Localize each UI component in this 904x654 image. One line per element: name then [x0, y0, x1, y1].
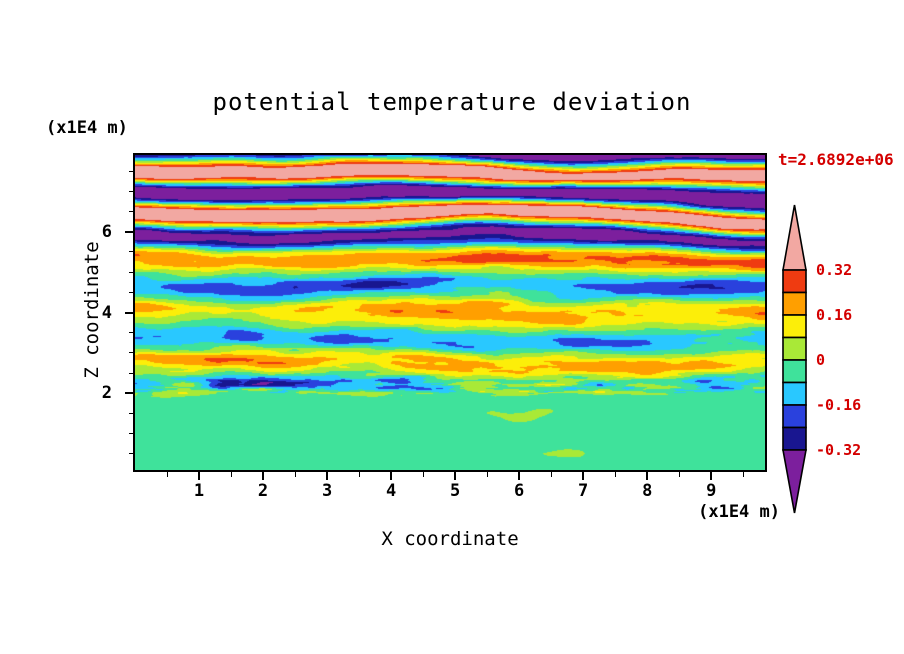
- x-major-tick: [646, 472, 649, 480]
- x-major-tick: [198, 472, 201, 480]
- x-major-tick: [390, 472, 393, 480]
- z-minor-tick: [129, 170, 133, 172]
- x-tick-label: 6: [514, 481, 525, 501]
- colorbar-segment: [782, 291, 807, 316]
- x-major-tick: [710, 472, 713, 480]
- z-minor-tick: [129, 251, 133, 253]
- z-major-tick: [125, 230, 133, 233]
- z-minor-tick: [129, 412, 133, 414]
- colorbar-label: -0.32: [816, 441, 861, 459]
- x-tick-label: 4: [385, 481, 397, 501]
- colorbar-label: 0.16: [816, 306, 852, 324]
- x-axis-title: X coordinate: [381, 528, 519, 550]
- z-minor-tick: [129, 211, 133, 213]
- z-tick-label: 4: [101, 302, 112, 323]
- x-minor-tick: [486, 472, 488, 477]
- time-annotation: t=2.6892e+06: [778, 150, 894, 169]
- x-tick-label: 9: [706, 481, 717, 501]
- x-minor-tick: [230, 472, 232, 477]
- x-minor-tick: [678, 472, 680, 477]
- z-major-tick: [125, 311, 133, 314]
- colorbar-segment: [782, 359, 807, 384]
- colorbar-bottom-arrow: [782, 449, 807, 514]
- x-major-tick: [262, 472, 265, 480]
- x-tick-label: 5: [449, 481, 461, 501]
- colorbar-segment: [782, 314, 807, 339]
- x-major-tick: [326, 472, 329, 480]
- x-axis-unit-label: (x1E4 m): [698, 502, 780, 522]
- z-minor-tick: [129, 271, 133, 273]
- x-minor-tick: [614, 472, 616, 477]
- x-tick-label: 1: [193, 481, 205, 501]
- x-tick-label: 7: [578, 481, 589, 501]
- x-minor-tick: [294, 472, 296, 477]
- z-minor-tick: [129, 372, 133, 374]
- colorbar-segment: [782, 269, 807, 294]
- colorbar-label: 0: [816, 351, 825, 369]
- colorbar-segment: [782, 381, 807, 406]
- x-major-tick: [582, 472, 585, 480]
- colorbar-label: 0.32: [816, 261, 852, 279]
- colorbar-segment: [782, 336, 807, 361]
- z-tick-label: 6: [101, 221, 112, 242]
- z-minor-tick: [129, 453, 133, 455]
- z-major-tick: [125, 392, 133, 395]
- colorbar-top-arrow: [782, 204, 807, 271]
- x-major-tick: [518, 472, 521, 480]
- colorbar-label: -0.16: [816, 396, 861, 414]
- z-minor-tick: [129, 433, 133, 435]
- x-major-tick: [454, 472, 457, 480]
- colorbar-segment: [782, 426, 807, 451]
- z-minor-tick: [129, 352, 133, 354]
- contour-field-canvas: [135, 155, 765, 470]
- plot-frame: [133, 153, 767, 472]
- x-tick-label: 3: [321, 481, 333, 501]
- x-tick-label: 8: [642, 481, 653, 501]
- plot-title: potential temperature deviation: [212, 88, 692, 116]
- z-axis-unit-label: (x1E4 m): [46, 118, 128, 138]
- x-tick-label: 2: [257, 481, 269, 501]
- z-tick-label: 2: [101, 383, 112, 404]
- x-minor-tick: [358, 472, 360, 477]
- x-minor-tick: [422, 472, 424, 477]
- x-minor-tick: [166, 472, 168, 477]
- colorbar-segment: [782, 404, 807, 429]
- x-minor-tick: [742, 472, 744, 477]
- colorbar: 0.32 0.16 0 -0.16 -0.32: [782, 204, 861, 514]
- z-minor-tick: [129, 332, 133, 334]
- z-minor-tick: [129, 291, 133, 293]
- z-minor-tick: [129, 190, 133, 192]
- x-minor-tick: [550, 472, 552, 477]
